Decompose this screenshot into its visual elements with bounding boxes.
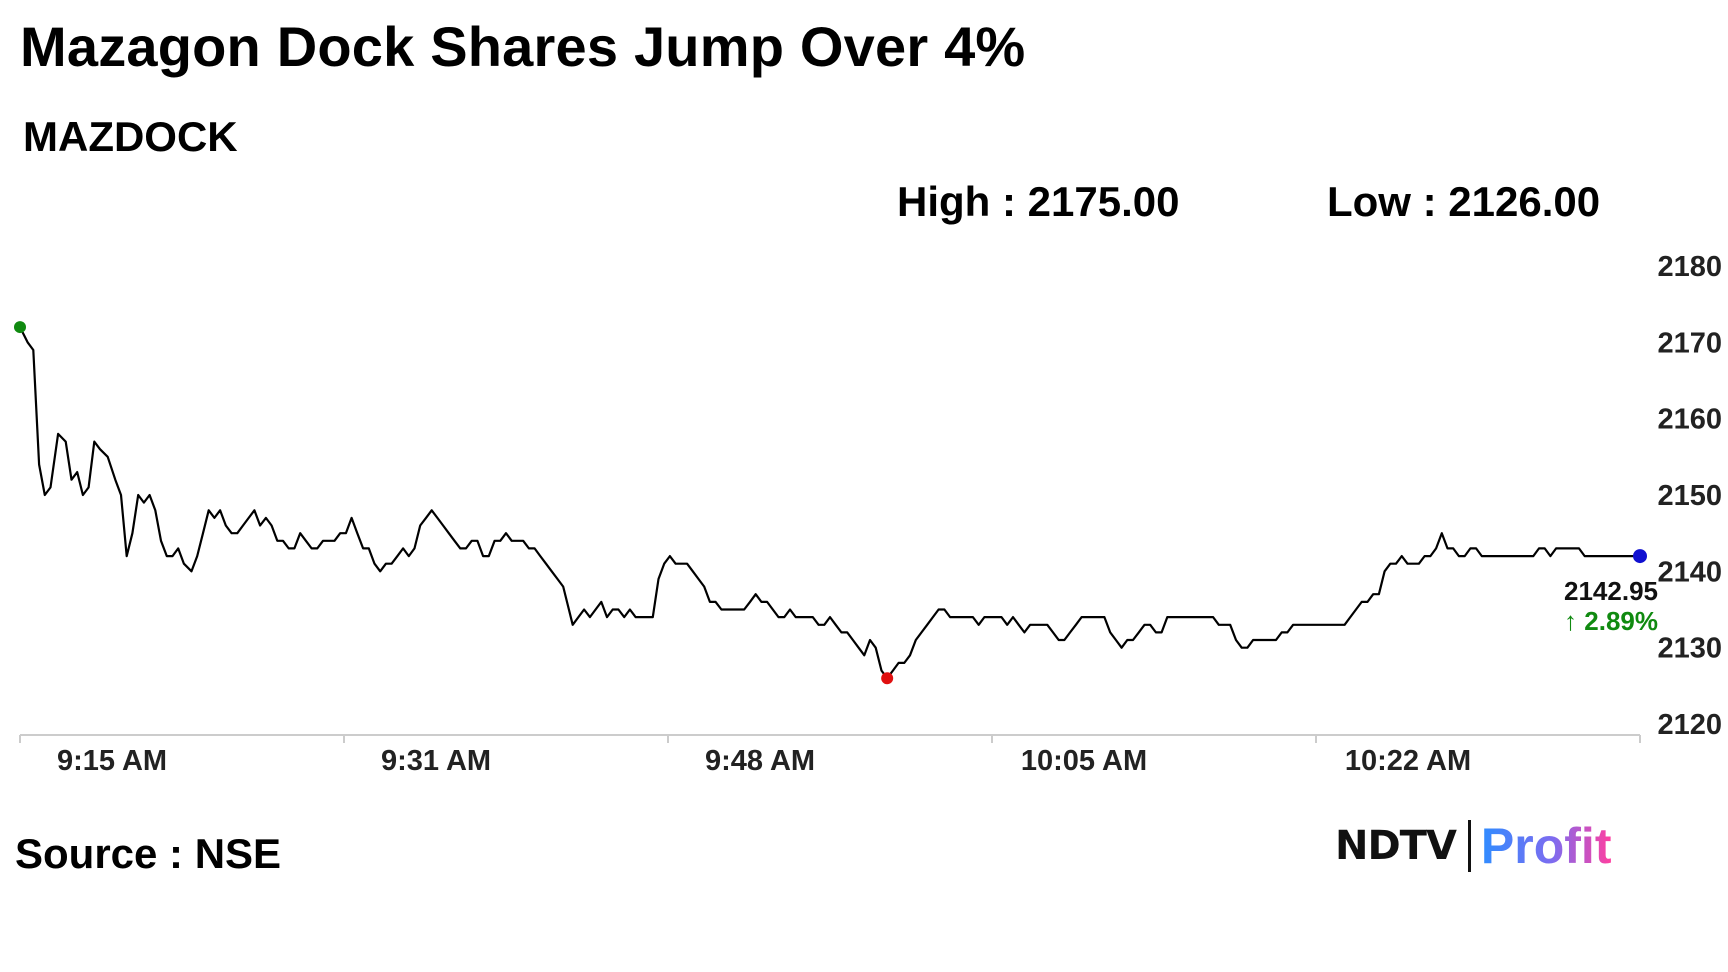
y-axis: 2180 2170 2160 2150 2140 2130 2120 bbox=[1657, 251, 1722, 741]
ticker-symbol: MAZDOCK bbox=[23, 113, 238, 160]
y-tick-label: 2160 bbox=[1657, 404, 1722, 436]
y-tick-label: 2120 bbox=[1657, 709, 1722, 741]
price-change-label: ↑ 2.89% bbox=[1564, 606, 1658, 636]
day-high-label: High : 2175.00 bbox=[897, 178, 1180, 225]
last-price-label: 2142.95 bbox=[1564, 576, 1658, 606]
y-tick-label: 2140 bbox=[1657, 556, 1722, 588]
ndtv-profit-logo: NDTV Profit bbox=[1335, 818, 1611, 874]
logo-divider bbox=[1467, 820, 1471, 872]
logo-ndtv-text: NDTV bbox=[1335, 823, 1457, 869]
last-price-marker bbox=[1633, 549, 1647, 564]
y-tick-label: 2130 bbox=[1657, 633, 1722, 665]
y-tick-label: 2180 bbox=[1657, 251, 1722, 283]
x-axis: 9:15 AM 9:31 AM 9:48 AM 10:05 AM 10:22 AM bbox=[19, 735, 1641, 777]
open-price-marker bbox=[14, 321, 26, 334]
day-low-marker bbox=[881, 672, 894, 685]
x-tick-label: 9:48 AM bbox=[705, 745, 815, 777]
x-tick-label: 9:31 AM bbox=[381, 745, 491, 777]
x-tick-label: 10:05 AM bbox=[1021, 745, 1147, 777]
y-tick-label: 2150 bbox=[1657, 480, 1722, 512]
y-tick-label: 2170 bbox=[1657, 327, 1722, 359]
price-line bbox=[19, 326, 1640, 680]
chart-title: Mazagon Dock Shares Jump Over 4% bbox=[20, 15, 1026, 78]
day-low-label: Low : 2126.00 bbox=[1327, 178, 1601, 225]
x-tick-label: 9:15 AM bbox=[57, 745, 167, 777]
x-tick-label: 10:22 AM bbox=[1345, 745, 1471, 777]
source-label: Source : NSE bbox=[15, 830, 282, 877]
logo-profit-text: Profit bbox=[1480, 818, 1612, 874]
